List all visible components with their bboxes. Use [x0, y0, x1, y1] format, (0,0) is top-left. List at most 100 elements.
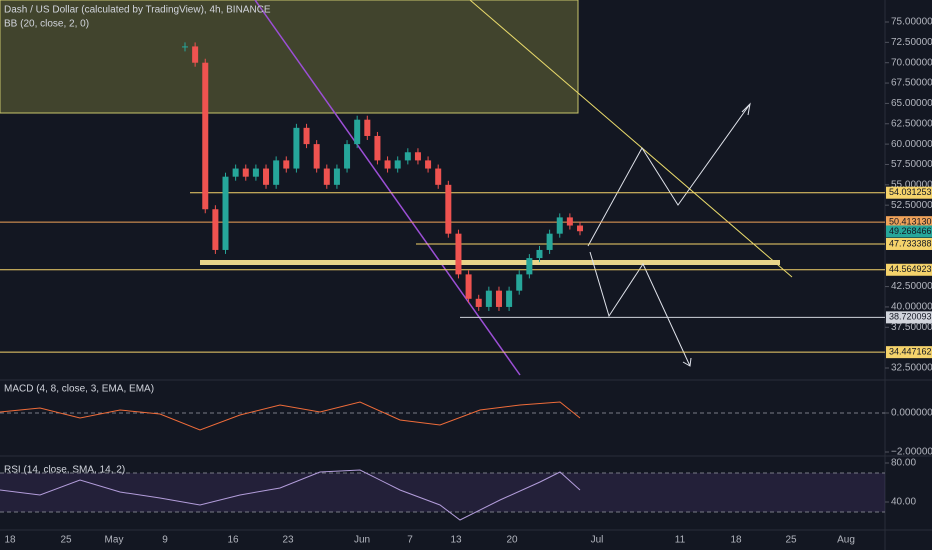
time-label: 9 [162, 535, 168, 546]
candle [283, 160, 290, 169]
time-label: Jun [354, 535, 370, 546]
price-tag [886, 346, 932, 359]
candle [425, 160, 432, 169]
candle [394, 160, 401, 169]
time-label: 25 [60, 535, 72, 546]
indicator-tick-label: 0.000000 [891, 408, 932, 419]
price-tag [886, 311, 932, 324]
time-label: 13 [450, 535, 462, 546]
price-tick-label: 62.500000 [891, 118, 932, 129]
candle [313, 144, 320, 169]
projection-down [589, 251, 691, 367]
time-label: 18 [4, 535, 16, 546]
price-tick-label: 70.000000 [891, 57, 932, 68]
price-tick-label: 57.500000 [891, 159, 932, 170]
candle [303, 127, 310, 145]
candle [263, 168, 270, 185]
candle [577, 225, 583, 232]
candle [414, 152, 421, 161]
price-tag-label: 47.733388 [889, 238, 932, 248]
indicator-tick-label: 80.00 [891, 458, 916, 469]
candle [192, 46, 199, 63]
candle [455, 233, 462, 275]
candle [445, 184, 452, 234]
indicator-label: BB (20, close, 2, 0) [4, 19, 89, 30]
price-tick-label: 65.000000 [891, 98, 932, 109]
price-tag-label: 50.413130 [889, 217, 932, 227]
projection-up [587, 103, 751, 247]
time-label: 23 [282, 535, 294, 546]
indicator-tick-label: 40.00 [891, 497, 916, 508]
price-tick-label: 75.000000 [891, 17, 932, 28]
price-tag [886, 237, 932, 250]
price-tick-label: 40.000000 [891, 302, 932, 313]
macd-label: MACD (4, 8, close, 3, EMA, EMA) [4, 384, 154, 395]
candle [212, 209, 219, 250]
time-label: May [105, 535, 124, 546]
candle [354, 119, 361, 145]
candle [566, 217, 573, 226]
candle [364, 119, 371, 136]
price-tick-label: 67.500000 [891, 78, 932, 89]
candle [333, 168, 340, 185]
candle [475, 298, 482, 307]
candle [293, 127, 300, 169]
price-tick-label: 55.000000 [891, 179, 932, 190]
candle [222, 176, 229, 250]
candle [202, 62, 209, 210]
candle [242, 168, 249, 177]
zone-box [0, 0, 579, 114]
time-label: 25 [785, 535, 797, 546]
time-label: 11 [675, 535, 686, 546]
time-label: 7 [407, 535, 413, 546]
price-tag-label: 49.268466 [889, 226, 932, 236]
macd-line [0, 401, 581, 431]
price-tag-label: 44.564923 [889, 264, 932, 274]
candle [516, 274, 523, 291]
candle [384, 160, 391, 169]
rsi-line [0, 469, 581, 521]
candle [485, 290, 492, 307]
candle [536, 249, 543, 259]
price-tag [886, 263, 932, 276]
candle [435, 168, 442, 185]
price-tick-label: 37.500000 [891, 322, 932, 333]
price-tag-label: 38.720093 [889, 312, 932, 322]
time-label: 16 [227, 535, 239, 546]
candle [546, 233, 553, 250]
price-tick-label: 32.500000 [891, 363, 932, 374]
time-label: Jul [591, 535, 604, 546]
price-tick-label: 72.500000 [891, 37, 932, 48]
indicator-tick-label: −2.000000 [891, 447, 932, 458]
time-label: 18 [730, 535, 742, 546]
candle [252, 168, 259, 177]
trend-line [254, 0, 521, 376]
candle [344, 144, 351, 169]
arrow-head [682, 357, 692, 367]
candle [465, 274, 472, 299]
candle [526, 258, 533, 275]
price-tag [886, 216, 932, 229]
candle [556, 217, 563, 234]
price-tag [886, 186, 932, 199]
candle [404, 152, 411, 161]
candle [182, 46, 188, 48]
price-tag [886, 225, 932, 238]
price-tick-label: 60.000000 [891, 139, 932, 150]
support-zone [200, 260, 780, 265]
rsi-label: RSI (14, close, SMA, 14, 2) [4, 465, 125, 476]
price-tag-label: 54.031253 [889, 187, 932, 197]
price-tick-label: 52.500000 [891, 200, 932, 211]
candle [323, 168, 330, 185]
trend-line [469, 0, 793, 278]
arrow-head [741, 102, 751, 116]
price-tag-label: 34.447162 [889, 347, 932, 357]
candle [495, 290, 502, 307]
time-label: Aug [837, 535, 855, 546]
rsi-band [0, 473, 885, 512]
price-tick-label: 42.500000 [891, 281, 932, 292]
candle [232, 168, 239, 177]
time-label: 20 [506, 535, 518, 546]
candle [374, 135, 381, 161]
